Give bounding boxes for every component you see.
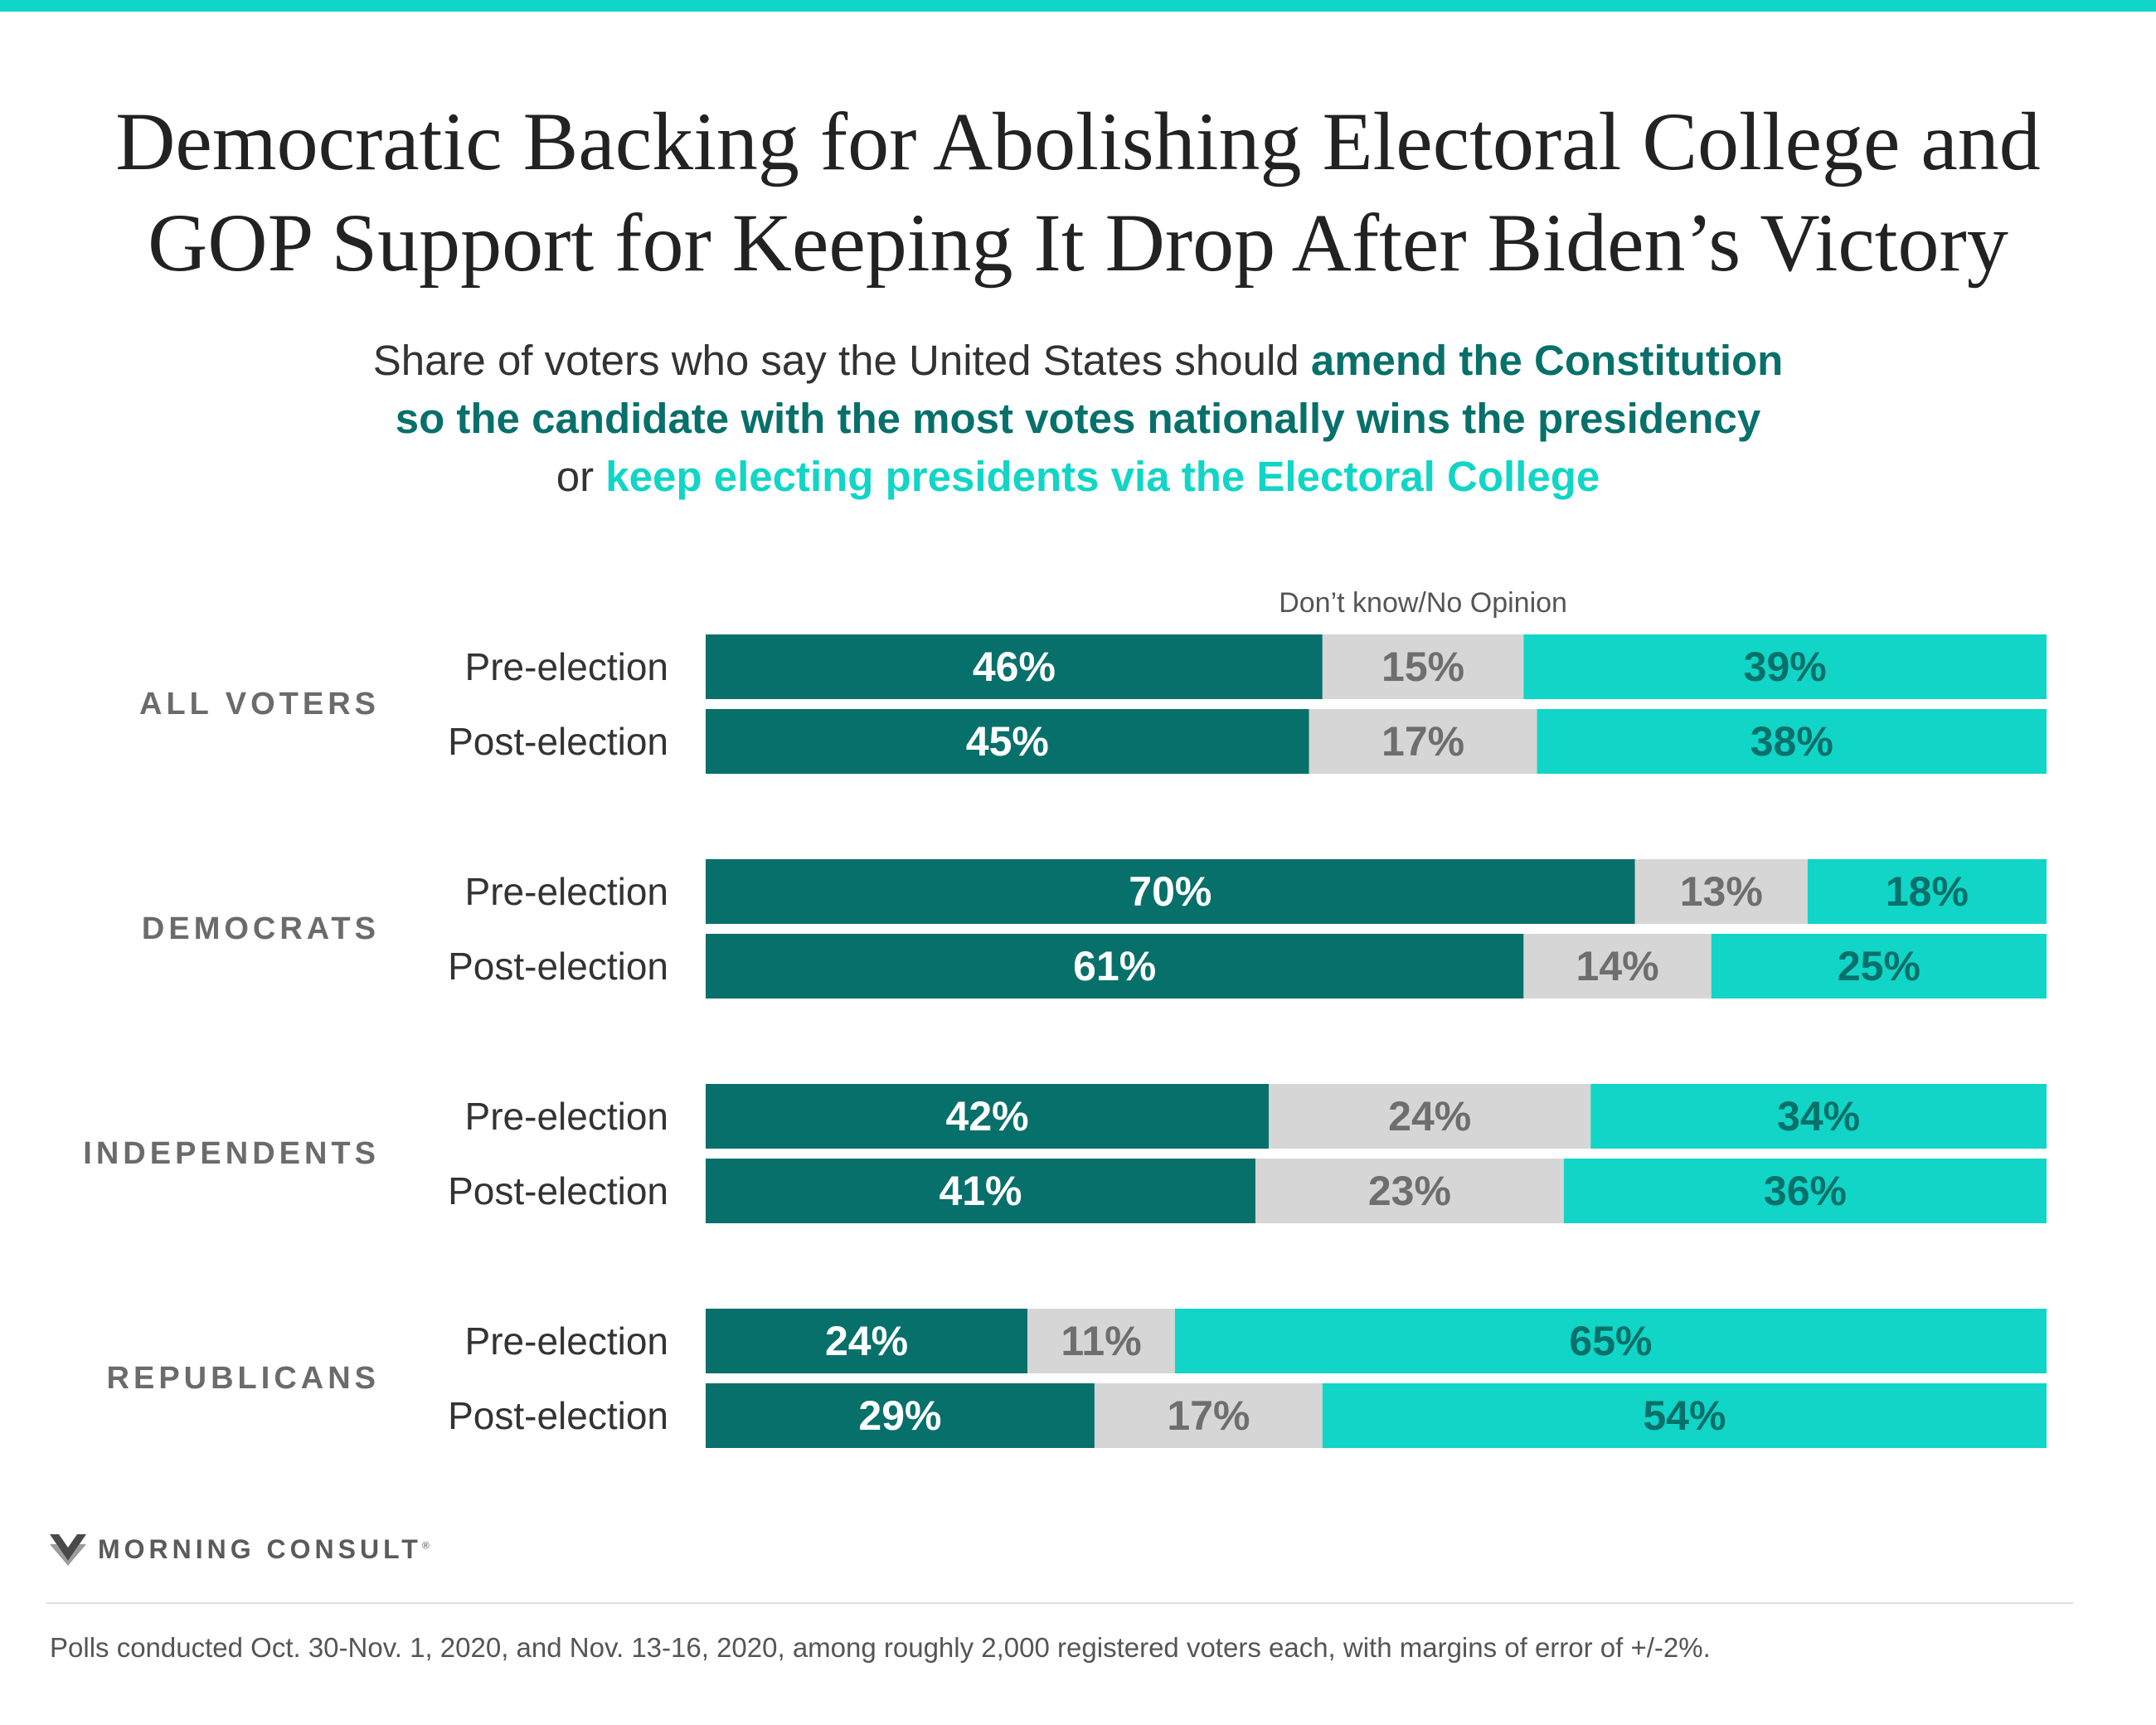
data-label-republicans-post-election-dont-know: 17% bbox=[1167, 1392, 1250, 1439]
bar-republicans-pre-election-amend bbox=[706, 1309, 1028, 1373]
bar-independents-pre-election-amend bbox=[706, 1084, 1270, 1149]
bar-independents-post-election-keep bbox=[1563, 1159, 2047, 1223]
subtitle-line-3: or keep electing presidents via the Elec… bbox=[0, 448, 2156, 506]
data-label-democrats-post-election-keep: 25% bbox=[1838, 943, 1920, 989]
data-label-independents-pre-election-dont-know: 24% bbox=[1388, 1093, 1471, 1139]
data-label-republicans-post-election-amend: 29% bbox=[858, 1392, 941, 1439]
title-line-2: GOP Support for Keeping It Drop After Bi… bbox=[148, 197, 2008, 289]
bar-republicans-post-election-keep bbox=[1322, 1383, 2047, 1448]
row-label-all-voters-pre-election: Pre-election bbox=[465, 645, 668, 688]
subtitle-amend-highlight: amend the Constitution bbox=[1310, 337, 1784, 384]
data-label-democrats-pre-election-dont-know: 13% bbox=[1680, 868, 1763, 915]
bar-democrats-pre-election-keep bbox=[1807, 859, 2047, 924]
bar-independents-pre-election-dont-know bbox=[1269, 1084, 1591, 1149]
chart-subtitle: Share of voters who say the United State… bbox=[0, 332, 2156, 506]
top-accent-bar bbox=[0, 0, 2156, 12]
group-label-democrats: DEMOCRATS bbox=[142, 911, 380, 946]
footnote: Polls conducted Oct. 30-Nov. 1, 2020, an… bbox=[50, 1632, 1711, 1663]
subtitle-line-2: so the candidate with the most votes nat… bbox=[0, 390, 2156, 448]
data-label-independents-pre-election-keep: 34% bbox=[1777, 1093, 1860, 1139]
data-label-democrats-pre-election-amend: 70% bbox=[1129, 868, 1212, 915]
bar-independents-post-election-amend bbox=[706, 1159, 1255, 1223]
stacked-bar-chart: Don’t know/No Opinion ALL VOTERS Pre-elect… bbox=[83, 587, 2047, 1448]
bar-all-voters-pre-election-dont-know bbox=[1322, 634, 1524, 699]
row-label-republicans-pre-election: Pre-election bbox=[465, 1319, 668, 1363]
data-label-independents-post-election-keep: 36% bbox=[1764, 1168, 1847, 1214]
morning-consult-chevron-icon bbox=[50, 1534, 86, 1566]
row-label-democrats-post-election: Post-election bbox=[448, 945, 668, 988]
row-label-all-voters-post-election: Post-election bbox=[448, 720, 668, 763]
dont-know-note: Don’t know/No Opinion bbox=[1279, 587, 1567, 619]
bar-independents-pre-election-keep bbox=[1590, 1084, 2047, 1149]
title-line-1: Democratic Backing for Abolishing Electo… bbox=[115, 95, 2041, 187]
data-label-all-voters-pre-election-keep: 39% bbox=[1744, 644, 1827, 690]
data-label-republicans-pre-election-dont-know: 11% bbox=[1061, 1318, 1141, 1364]
row-label-independents-pre-election: Pre-election bbox=[465, 1095, 668, 1138]
data-label-democrats-post-election-amend: 61% bbox=[1073, 943, 1156, 989]
data-label-democrats-post-election-dont-know: 14% bbox=[1576, 943, 1659, 989]
data-label-democrats-pre-election-keep: 18% bbox=[1886, 868, 1969, 915]
footer-divider bbox=[46, 1602, 2073, 1604]
bar-democrats-post-election-keep bbox=[1711, 934, 2047, 999]
bar-democrats-pre-election-dont-know bbox=[1634, 859, 1808, 924]
bar-republicans-pre-election-keep bbox=[1174, 1309, 2047, 1373]
subtitle-keep-highlight: keep electing presidents via the Elector… bbox=[605, 453, 1600, 500]
bar-democrats-post-election-amend bbox=[706, 934, 1524, 999]
subtitle-amend-highlight-2: so the candidate with the most votes nat… bbox=[395, 395, 1761, 442]
chart-title: Democratic Backing for Abolishing Electo… bbox=[0, 91, 2156, 294]
group-label-republicans: REPUBLICANS bbox=[107, 1361, 380, 1396]
data-label-all-voters-post-election-amend: 45% bbox=[966, 718, 1049, 765]
bar-independents-post-election-dont-know bbox=[1255, 1159, 1564, 1223]
subtitle-text: Share of voters who say the United State… bbox=[372, 337, 1311, 384]
bar-all-voters-pre-election-keep bbox=[1523, 634, 2047, 699]
bar-republicans-post-election-dont-know bbox=[1094, 1383, 1323, 1448]
data-label-independents-post-election-dont-know: 23% bbox=[1368, 1168, 1451, 1214]
bar-all-voters-post-election-amend bbox=[706, 709, 1309, 774]
logo-text: MORNING CONSULT® bbox=[98, 1534, 434, 1565]
data-label-republicans-pre-election-keep: 65% bbox=[1569, 1318, 1652, 1364]
data-label-independents-pre-election-amend: 42% bbox=[946, 1093, 1029, 1139]
row-label-independents-post-election: Post-election bbox=[448, 1169, 668, 1212]
bar-democrats-pre-election-amend bbox=[706, 859, 1635, 924]
bar-republicans-pre-election-dont-know bbox=[1027, 1309, 1175, 1373]
bar-republicans-post-election-amend bbox=[706, 1383, 1095, 1448]
subtitle-line-1: Share of voters who say the United State… bbox=[0, 332, 2156, 390]
bar-all-voters-post-election-keep bbox=[1537, 709, 2047, 774]
data-label-all-voters-pre-election-amend: 46% bbox=[973, 644, 1056, 690]
data-label-all-voters-pre-election-dont-know: 15% bbox=[1381, 644, 1464, 690]
subtitle-or-text: or bbox=[556, 453, 606, 500]
data-label-independents-post-election-amend: 41% bbox=[939, 1168, 1022, 1214]
logo-wordmark: MORNING CONSULT bbox=[98, 1533, 422, 1564]
bar-democrats-post-election-dont-know bbox=[1523, 934, 1712, 999]
group-label-independents: INDEPENDENTS bbox=[83, 1136, 380, 1171]
data-label-republicans-post-election-keep: 54% bbox=[1643, 1392, 1726, 1439]
logo-registered-mark: ® bbox=[421, 1538, 434, 1551]
group-label-all-voters: ALL VOTERS bbox=[139, 687, 380, 722]
bar-all-voters-post-election-dont-know bbox=[1309, 709, 1537, 774]
bar-all-voters-pre-election-amend bbox=[706, 634, 1323, 699]
morning-consult-logo: MORNING CONSULT® bbox=[50, 1531, 434, 1567]
row-label-democrats-pre-election: Pre-election bbox=[465, 870, 668, 913]
data-label-all-voters-post-election-keep: 38% bbox=[1751, 718, 1833, 765]
data-label-all-voters-post-election-dont-know: 17% bbox=[1381, 718, 1464, 765]
data-label-republicans-pre-election-amend: 24% bbox=[825, 1318, 908, 1364]
row-label-republicans-post-election: Post-election bbox=[448, 1394, 668, 1437]
